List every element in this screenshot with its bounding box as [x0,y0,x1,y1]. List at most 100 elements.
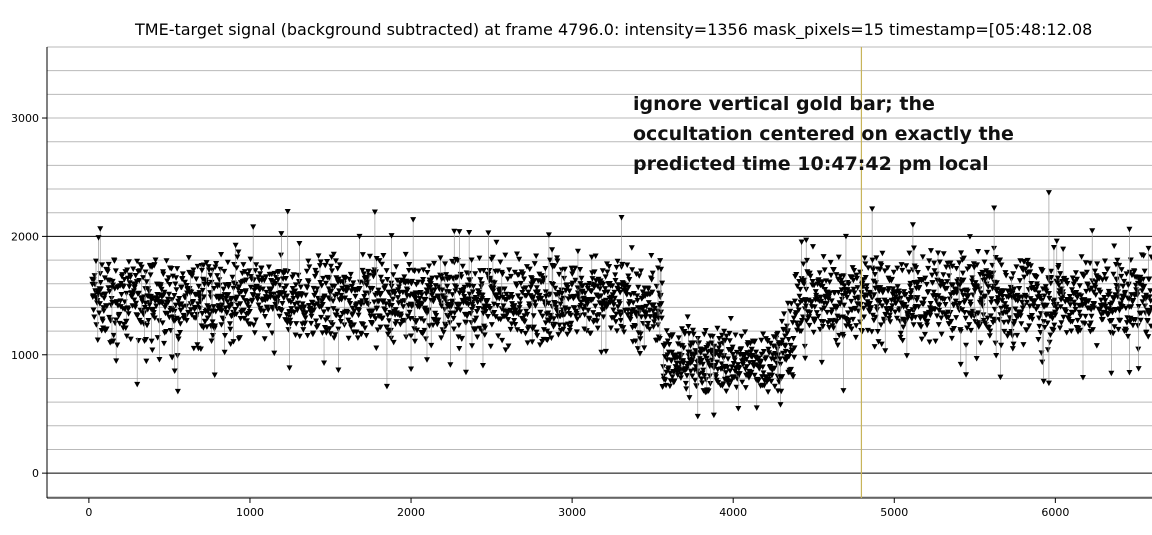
data-point [1108,370,1115,377]
data-point [525,324,532,331]
data-point [853,275,860,282]
data-point [337,314,344,321]
data-point [1082,313,1089,320]
data-point [738,346,745,352]
data-point [175,336,182,342]
data-point [473,315,480,322]
data-point [1128,304,1135,310]
data-point [150,309,157,316]
data-point [778,388,785,395]
data-point [821,305,828,311]
data-point [405,267,412,274]
data-point [1051,322,1058,329]
data-point [172,302,179,309]
data-point [1083,269,1090,276]
data-point [864,292,871,299]
data-point [1141,283,1148,290]
data-point [286,365,293,371]
data-point [1129,272,1136,278]
data-point [1070,309,1077,316]
data-point [1109,300,1116,306]
data-point [178,301,185,307]
data-point [126,284,133,290]
data-point [514,327,521,333]
data-point [491,309,498,316]
data-point [290,272,297,278]
data-point [506,267,513,273]
data-point [577,266,584,273]
data-point [643,303,650,310]
data-point [537,309,544,316]
data-point [1089,228,1096,234]
data-point [293,321,300,327]
data-point [156,318,163,324]
data-point [1042,284,1049,290]
data-point [999,294,1006,300]
data-point [296,333,303,340]
data-point [999,298,1006,304]
data-point [220,316,227,323]
data-point [1110,271,1117,278]
data-point [803,237,810,244]
data-point [513,251,520,258]
data-point [521,276,528,283]
data-point [802,355,809,362]
data-point [195,283,202,290]
data-point [91,281,98,288]
data-point [966,234,973,240]
data-point [819,324,826,330]
data-point [1087,320,1094,326]
annotation-line: occultation centered on exactly the [633,123,1014,145]
data-point [531,324,538,331]
data-point [507,273,514,280]
data-point [324,315,331,321]
data-point [623,292,630,298]
data-point [303,310,310,316]
data-point [626,277,633,283]
y-tick-label: 3000 [11,112,39,125]
data-point [979,303,986,309]
data-point [901,289,908,295]
data-point [969,278,976,285]
data-point [101,275,108,281]
data-point [899,267,906,274]
data-point [111,258,118,264]
data-point [886,315,893,322]
data-point [884,299,891,305]
data-point [505,343,512,350]
data-point [188,312,195,318]
data-point [790,374,797,380]
data-point [574,248,581,255]
data-point [536,292,543,299]
data-point [881,297,888,304]
data-point [455,322,462,329]
data-point [376,298,383,304]
data-point [610,307,617,314]
data-point [233,311,240,318]
data-point [143,358,150,365]
data-point [926,339,933,346]
data-point [967,302,974,308]
data-point [203,324,210,330]
data-points [89,190,1152,420]
data-point [319,302,326,308]
data-point [904,314,911,320]
data-point [1134,292,1141,298]
data-point [881,318,888,325]
data-point [494,268,501,274]
data-point [1034,304,1041,310]
data-point [1069,318,1076,325]
data-point [168,266,175,272]
data-point [660,364,667,370]
data-point [676,368,683,375]
data-point [512,322,519,328]
x-tick-label: 3000 [558,506,586,519]
data-point [840,388,847,394]
data-point [578,299,585,306]
data-point [802,299,809,305]
data-point [791,354,798,361]
outlier-point [710,412,717,419]
data-point [913,265,920,271]
data-point [327,263,334,270]
data-point [1115,326,1122,333]
